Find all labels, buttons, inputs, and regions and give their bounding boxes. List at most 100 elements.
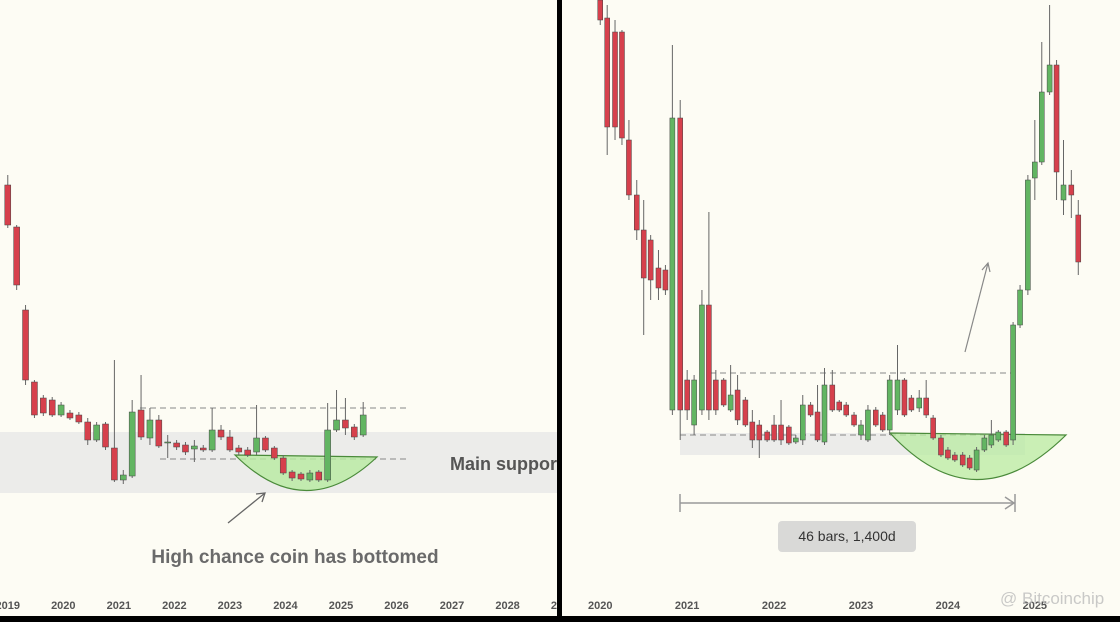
- candle-body: [217, 429, 225, 438]
- panel-right: [562, 0, 1120, 616]
- candle-body: [821, 384, 828, 443]
- candle-body: [182, 444, 189, 453]
- candle-body: [814, 411, 821, 441]
- candle-body: [829, 384, 836, 411]
- candle-body: [764, 431, 770, 441]
- x-tick-label: 2022: [762, 600, 786, 612]
- candle-body: [836, 401, 843, 411]
- candle-body: [619, 31, 625, 139]
- candle-body: [662, 269, 669, 291]
- candle-body: [324, 429, 331, 481]
- candle-body: [930, 417, 936, 439]
- candle-body: [691, 379, 697, 426]
- candle-body: [727, 394, 734, 411]
- candle-body: [191, 445, 198, 450]
- candle-body: [995, 431, 1002, 441]
- candle-body: [865, 409, 871, 441]
- right-chart: 46 bars, 1,400d 2020 2021 2022 2023 2024 2025: [588, 0, 1082, 612]
- candle-body: [778, 424, 784, 441]
- candle-body: [359, 414, 367, 436]
- candle-body: [626, 139, 632, 196]
- candle-body: [146, 419, 154, 439]
- candle-body: [1032, 161, 1038, 179]
- support-label: Main support: [450, 454, 563, 474]
- candle-body: [1046, 64, 1053, 93]
- x-tick-label: 2021: [675, 600, 699, 612]
- divider: [557, 0, 562, 622]
- candle-body: [786, 426, 792, 444]
- candle-body: [612, 31, 618, 128]
- candle-body: [851, 414, 857, 426]
- candle-body: [333, 419, 340, 431]
- x-tick-label: 2020: [588, 600, 612, 612]
- candle-body: [342, 419, 349, 429]
- x-tick-label: 2028: [495, 600, 519, 612]
- candle-body: [597, 0, 603, 21]
- candle-body: [923, 397, 929, 416]
- x-tick-label: 2022: [162, 600, 186, 612]
- candle-body: [633, 194, 640, 231]
- candle-body: [793, 437, 799, 443]
- candle-body: [742, 399, 749, 426]
- candle-body: [734, 389, 741, 421]
- candle-body: [1075, 214, 1082, 263]
- x-tick-label: 2027: [440, 600, 464, 612]
- candle-body: [93, 424, 100, 441]
- measure-label: 46 bars, 1,400d: [798, 528, 895, 544]
- candle-body: [279, 457, 287, 474]
- x-tick-label: 2023: [218, 600, 242, 612]
- candle-body: [1017, 289, 1023, 326]
- arrow-head: [255, 492, 266, 503]
- candle-body: [235, 447, 243, 453]
- candle-body: [66, 412, 74, 419]
- x-tick-label: 2024: [936, 600, 961, 612]
- candle-body: [173, 442, 180, 448]
- candle-body: [894, 379, 901, 411]
- candle-body: [604, 17, 610, 128]
- candle-body: [1060, 184, 1067, 201]
- candle-body: [640, 229, 647, 279]
- candle-body: [111, 447, 118, 481]
- candle-body: [128, 411, 136, 477]
- candle-body: [858, 424, 864, 436]
- candle-body: [677, 117, 683, 411]
- candle-body: [879, 414, 886, 431]
- candle-body: [807, 404, 814, 416]
- candle-body: [262, 437, 269, 451]
- arrow: [964, 262, 989, 353]
- arrow-head: [981, 261, 991, 273]
- candle-body: [800, 404, 806, 441]
- candle-body: [226, 436, 234, 451]
- candle-body: [1003, 431, 1009, 446]
- candle-body: [244, 449, 251, 456]
- candle-body: [706, 304, 712, 411]
- candle-body: [1025, 179, 1031, 291]
- candle-body: [253, 437, 260, 453]
- candle-body: [4, 184, 12, 226]
- candle-body: [315, 471, 323, 481]
- x-tick-label: 2019: [0, 600, 20, 612]
- candle-body: [981, 437, 988, 451]
- candle-body: [40, 397, 47, 414]
- candle-body: [137, 409, 145, 438]
- x-tick-label: 2025: [329, 600, 353, 612]
- candle-body: [200, 447, 207, 451]
- candle-body: [120, 474, 127, 481]
- candle-body: [886, 379, 893, 431]
- candle-body: [48, 399, 56, 416]
- candle-body: [916, 397, 922, 409]
- candle-body: [952, 454, 958, 461]
- candle-body: [57, 404, 65, 416]
- candle-body: [655, 267, 662, 289]
- x-tick-label: 2021: [107, 600, 131, 612]
- candle-body: [22, 309, 29, 381]
- candle-body: [669, 117, 676, 411]
- candle-body: [31, 381, 38, 416]
- candle-body: [966, 457, 973, 469]
- x-tick-label: 2024: [273, 600, 298, 612]
- candle-body: [75, 414, 83, 423]
- x-tick-label: 2029: [551, 600, 575, 612]
- panel-left: [0, 0, 557, 616]
